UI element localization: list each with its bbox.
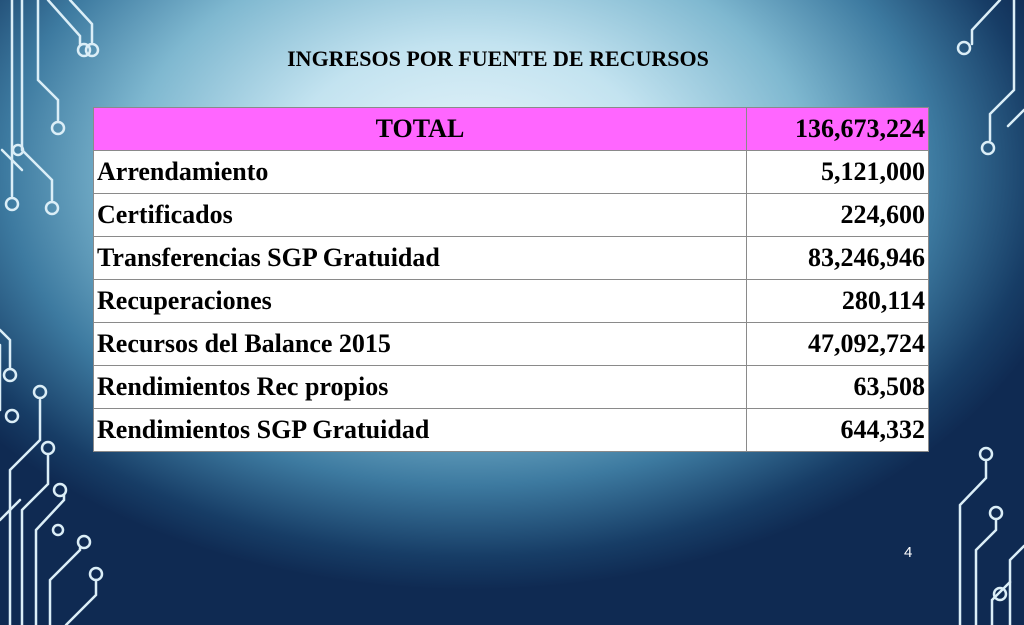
row-label: Rendimientos SGP Gratuidad [93,408,747,452]
row-value: 63,508 [746,365,929,409]
table-row-total: TOTAL 136,673,224 [93,107,929,151]
row-label: Rendimientos Rec propios [93,365,747,409]
row-value: 47,092,724 [746,322,929,366]
page-number: 4 [904,544,913,561]
table-row: Certificados 224,600 [93,193,929,237]
row-label: Recuperaciones [93,279,747,323]
row-value: 280,114 [746,279,929,323]
row-value: 5,121,000 [746,150,929,194]
table-row: Arrendamiento 5,121,000 [93,150,929,194]
total-value: 136,673,224 [746,107,929,151]
total-label: TOTAL [93,107,747,151]
row-value: 224,600 [746,193,929,237]
income-table: TOTAL 136,673,224 Arrendamiento 5,121,00… [93,107,929,452]
table-row: Recuperaciones 280,114 [93,279,929,323]
row-label: Transferencias SGP Gratuidad [93,236,747,280]
table-row: Rendimientos SGP Gratuidad 644,332 [93,408,929,452]
row-label: Recursos del Balance 2015 [93,322,747,366]
row-label: Arrendamiento [93,150,747,194]
row-value: 644,332 [746,408,929,452]
table-row: Transferencias SGP Gratuidad 83,246,946 [93,236,929,280]
slide-title: INGRESOS POR FUENTE DE RECURSOS [287,46,709,71]
table-row: Rendimientos Rec propios 63,508 [93,365,929,409]
row-value: 83,246,946 [746,236,929,280]
table-row: Recursos del Balance 2015 47,092,724 [93,322,929,366]
row-label: Certificados [93,193,747,237]
